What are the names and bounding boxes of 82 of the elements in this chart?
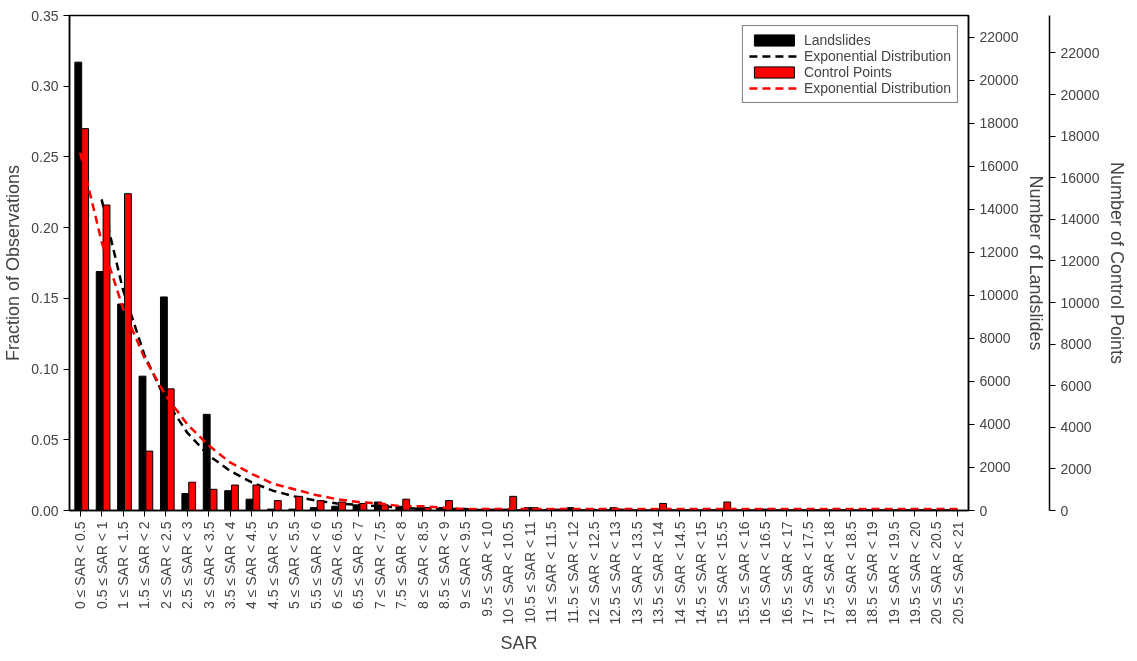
x-tick-label: 19 ≤ SAR < 19.5 bbox=[885, 521, 902, 625]
y2-tick-label: 2000 bbox=[979, 459, 1011, 476]
y2-tick-label: 10000 bbox=[979, 287, 1019, 304]
y3-tick-label: 22000 bbox=[1060, 44, 1100, 61]
x-tick-label: 6.5 ≤ SAR < 7 bbox=[350, 521, 367, 609]
x-tick-label: 10 ≤ SAR < 10.5 bbox=[500, 521, 517, 625]
y3-tick-label: 20000 bbox=[1060, 86, 1100, 103]
x-tick-label: 1.5 ≤ SAR < 2 bbox=[136, 521, 153, 609]
y2-tick-label: 20000 bbox=[979, 72, 1019, 89]
x-tick-label: 3.5 ≤ SAR < 4 bbox=[222, 521, 239, 609]
y3-tick-label: 18000 bbox=[1060, 128, 1100, 145]
y3-tick-label: 14000 bbox=[1060, 211, 1100, 228]
y2-tick-label: 12000 bbox=[979, 244, 1019, 261]
x-tick-label: 4 ≤ SAR < 4.5 bbox=[243, 521, 260, 609]
y3-tick-label: 6000 bbox=[1060, 377, 1092, 394]
x-tick-label: 15.5 ≤ SAR < 16 bbox=[735, 521, 752, 625]
x-tick-label: 5.5 ≤ SAR < 6 bbox=[307, 521, 324, 609]
x-tick-label: 9.5 ≤ SAR < 10 bbox=[478, 521, 495, 617]
x-tick-label: 4.5 ≤ SAR < 5 bbox=[264, 521, 281, 609]
y3-tick-label: 10000 bbox=[1060, 294, 1100, 311]
x-tick-label: 14.5 ≤ SAR < 15 bbox=[692, 521, 709, 625]
x-tick-label: 13 ≤ SAR < 13.5 bbox=[628, 521, 645, 625]
x-tick-label: 17.5 ≤ SAR < 18 bbox=[821, 521, 838, 625]
legend-label: Exponential Distribution bbox=[803, 48, 951, 64]
y-tick-label: 0.00 bbox=[31, 502, 59, 519]
y-axis-title: Fraction of Observations bbox=[3, 164, 24, 362]
y3-axis-title: Number of Control Points bbox=[1107, 161, 1128, 365]
y-tick-label: 0.10 bbox=[31, 361, 59, 378]
y3-tick-label: 4000 bbox=[1060, 419, 1092, 436]
y2-tick-label: 0 bbox=[979, 502, 988, 519]
x-tick-label: 20 ≤ SAR < 20.5 bbox=[928, 521, 945, 625]
y-tick-label: 0.20 bbox=[31, 219, 59, 236]
x-tick-label: 8 ≤ SAR < 8.5 bbox=[414, 521, 431, 609]
x-tick-label: 16.5 ≤ SAR < 17 bbox=[778, 521, 795, 625]
x-tick-label: 0 ≤ SAR < 0.5 bbox=[72, 521, 89, 609]
y3-tick-label: 12000 bbox=[1060, 252, 1100, 269]
y2-tick-label: 18000 bbox=[979, 115, 1019, 132]
x-tick-label: 13.5 ≤ SAR < 14 bbox=[650, 521, 667, 625]
x-tick-label: 7.5 ≤ SAR < 8 bbox=[393, 521, 410, 609]
x-tick-label: 10.5 ≤ SAR < 11 bbox=[521, 521, 538, 624]
y-tick-label: 0.15 bbox=[31, 290, 59, 307]
y2-tick-label: 22000 bbox=[979, 29, 1019, 46]
y2-tick-label: 14000 bbox=[979, 201, 1019, 218]
x-tick-label: 14 ≤ SAR < 14.5 bbox=[671, 521, 688, 625]
x-tick-label: 0.5 ≤ SAR < 1 bbox=[93, 521, 110, 609]
x-tick-label: 3 ≤ SAR < 3.5 bbox=[200, 521, 217, 609]
x-tick-label: 12 ≤ SAR < 12.5 bbox=[585, 521, 602, 625]
y-tick-label: 0.35 bbox=[31, 7, 59, 24]
x-tick-label: 9 ≤ SAR < 9.5 bbox=[457, 521, 474, 609]
x-tick-label: 5 ≤ SAR < 5.5 bbox=[286, 521, 303, 609]
y2-tick-label: 6000 bbox=[979, 373, 1011, 390]
y-tick-label: 0.05 bbox=[31, 431, 59, 448]
y2-tick-label: 4000 bbox=[979, 416, 1011, 433]
y3-tick-label: 0 bbox=[1060, 502, 1069, 519]
x-tick-label: 19.5 ≤ SAR < 20 bbox=[906, 521, 923, 625]
y3-tick-label: 8000 bbox=[1060, 336, 1092, 353]
y2-tick-label: 16000 bbox=[979, 158, 1019, 175]
y-tick-label: 0.30 bbox=[31, 78, 59, 95]
x-tick-label: 7 ≤ SAR < 7.5 bbox=[371, 521, 388, 609]
x-tick-label: 2 ≤ SAR < 2.5 bbox=[157, 521, 174, 609]
x-tick-label: 18.5 ≤ SAR < 19 bbox=[864, 521, 881, 625]
legend-label: Landslides bbox=[803, 32, 871, 48]
legend-label: Exponential Distribution bbox=[803, 80, 951, 96]
legend-label: Control Points bbox=[803, 64, 892, 80]
x-tick-label: 15 ≤ SAR < 15.5 bbox=[714, 521, 731, 625]
x-axis-title: SAR bbox=[500, 632, 538, 653]
x-tick-label: 16 ≤ SAR < 16.5 bbox=[757, 521, 774, 625]
x-tick-label: 11 ≤ SAR < 11.5 bbox=[543, 521, 560, 623]
x-tick-label: 11.5 ≤ SAR < 12 bbox=[564, 521, 581, 624]
y-tick-label: 0.25 bbox=[31, 148, 59, 165]
y2-tick-label: 8000 bbox=[979, 330, 1011, 347]
x-tick-label: 6 ≤ SAR < 6.5 bbox=[329, 521, 346, 609]
x-tick-label: 20.5 ≤ SAR < 21 bbox=[949, 521, 966, 625]
y2-axis-title: Number of Landslides bbox=[1026, 175, 1047, 351]
x-tick-label: 1 ≤ SAR < 1.5 bbox=[115, 521, 132, 609]
x-tick-label: 8.5 ≤ SAR < 9 bbox=[436, 521, 453, 609]
y3-tick-label: 2000 bbox=[1060, 460, 1092, 477]
x-tick-label: 2.5 ≤ SAR < 3 bbox=[179, 521, 196, 609]
y3-tick-label: 16000 bbox=[1060, 169, 1100, 186]
x-tick-label: 17 ≤ SAR < 17.5 bbox=[799, 521, 816, 625]
x-tick-label: 12.5 ≤ SAR < 13 bbox=[607, 521, 624, 625]
x-tick-label: 18 ≤ SAR < 18.5 bbox=[842, 521, 859, 625]
